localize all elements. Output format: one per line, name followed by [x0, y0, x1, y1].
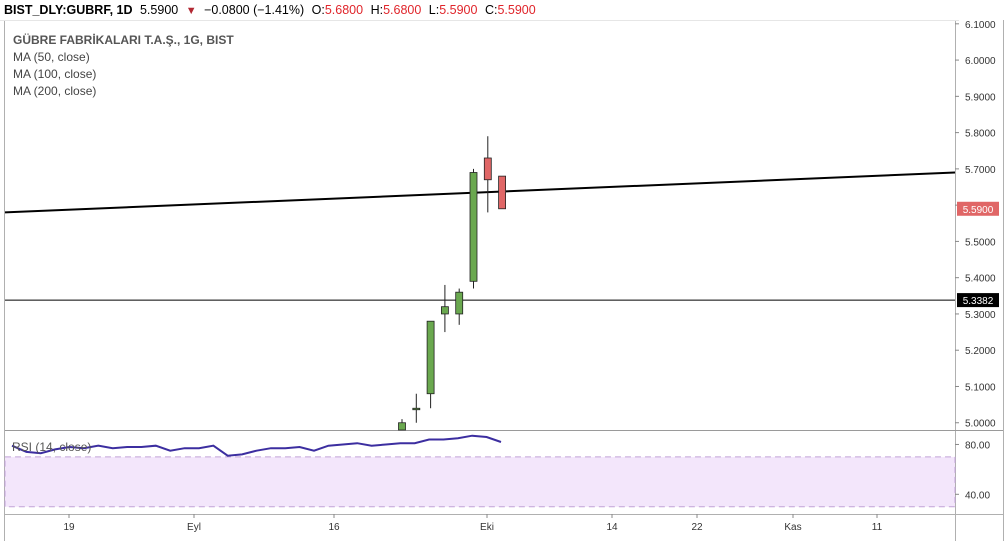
rsi-axis[interactable]: 80.00 40.00 [955, 440, 990, 501]
low-label: L: [428, 3, 440, 17]
time-tick-label: 14 [606, 522, 618, 533]
down-arrow-icon: ▼ [185, 5, 197, 17]
svg-text:5.5900: 5.5900 [963, 205, 994, 216]
last-price-label: 5.5900 [957, 201, 999, 216]
candle-up [398, 422, 406, 431]
open-value: 5.6800 [324, 3, 364, 17]
rsi-tick-label: 80.00 [965, 440, 990, 451]
time-tick-label: 11 [872, 522, 883, 533]
price-tick-label: 5.8000 [965, 129, 996, 140]
symbol-title[interactable]: BIST_DLY:GUBRF, 1D [4, 3, 133, 17]
last-price: 5.5900 [139, 3, 179, 17]
candle-down [483, 157, 492, 181]
price-tick-label: 5.9000 [965, 92, 996, 103]
rsi-legend[interactable]: RSI (14, close) [12, 440, 92, 454]
legend-title[interactable]: GÜBRE FABRİKALARI T.A.Ş., 1G, BIST [13, 33, 234, 47]
price-tick-label: 5.7000 [965, 165, 996, 176]
close-label: C: [484, 3, 498, 17]
rsi-tick-label: 40.00 [965, 490, 990, 501]
price-tick-label: 5.3000 [965, 310, 996, 321]
svg-text:5.3382: 5.3382 [963, 296, 994, 307]
candle-up [426, 320, 435, 395]
rsi-band [4, 456, 956, 508]
price-tick-label: 5.5000 [965, 237, 996, 248]
time-tick-label: Eki [480, 522, 494, 533]
high-label: H: [370, 3, 384, 17]
open-label: O: [311, 3, 325, 17]
legend-ma200[interactable]: MA (200, close) [13, 84, 97, 98]
legend-ma50[interactable]: MA (50, close) [13, 50, 90, 64]
time-tick-label: 22 [691, 522, 703, 533]
price-tick-label: 6.0000 [965, 56, 996, 67]
price-tick-label: 6.1000 [965, 20, 996, 31]
hline-price-label: 5.3382 [957, 293, 999, 308]
price-tick-label: 5.1000 [965, 382, 996, 393]
price-axis[interactable]: 6.10006.00005.90005.80005.70005.60005.50… [955, 20, 996, 430]
price-tick-label: 5.4000 [965, 274, 996, 285]
trend-line[interactable] [4, 171, 956, 214]
close-value: 5.5900 [497, 3, 536, 17]
legend-ma100[interactable]: MA (100, close) [13, 67, 97, 81]
candle-up [469, 172, 478, 282]
time-tick-label: 19 [63, 522, 75, 533]
price-change: −0.0800 (−1.41%) [204, 3, 305, 17]
price-tick-label: 5.0000 [965, 419, 996, 430]
rsi-line [11, 434, 502, 457]
time-tick-label: 16 [328, 522, 340, 533]
time-axis[interactable]: 19 Eyl 16 Eki 14 22 Kas 11 [63, 514, 883, 533]
chart-legend: GÜBRE FABRİKALARI T.A.Ş., 1G, BIST MA (5… [13, 32, 234, 100]
time-tick-label: Kas [784, 522, 801, 533]
symbol-header: BIST_DLY:GUBRF, 1D 5.5900 ▼ −0.0800 (−1.… [0, 0, 959, 21]
candle-down [498, 175, 507, 210]
time-tick-label: Eyl [187, 522, 201, 533]
price-tick-label: 5.2000 [965, 346, 996, 357]
candle-up [440, 306, 449, 315]
candlestick-series [398, 136, 507, 431]
candle-up [412, 407, 421, 411]
high-value: 5.6800 [383, 3, 422, 17]
low-value: 5.5900 [439, 3, 478, 17]
candle-up [455, 291, 464, 315]
